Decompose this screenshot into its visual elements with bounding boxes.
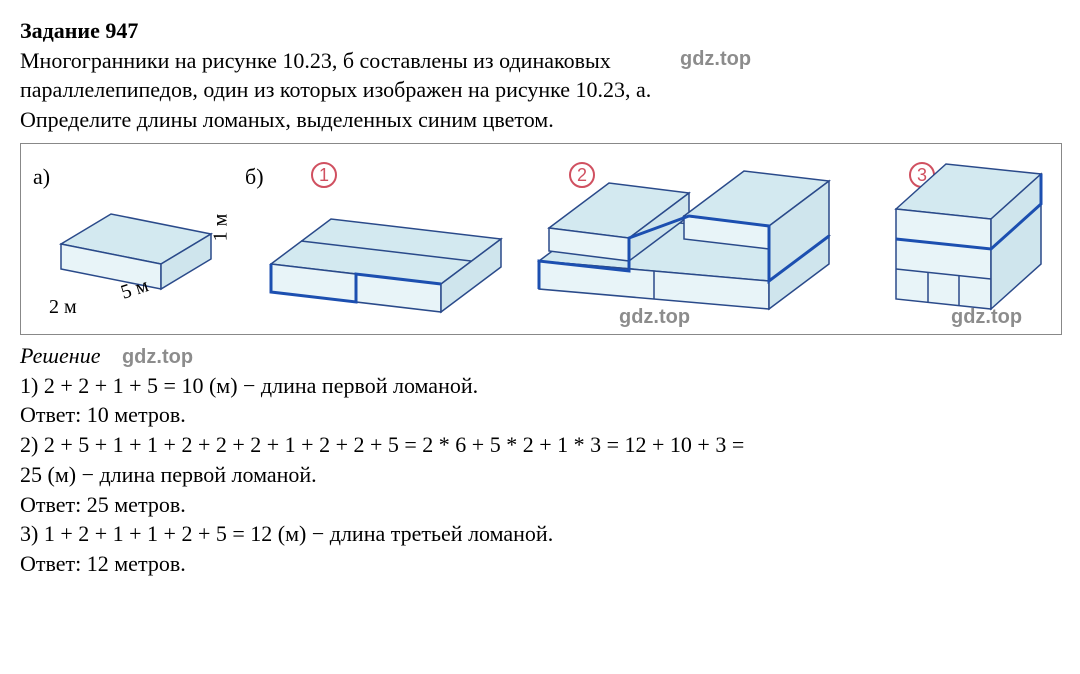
heading: Задание 947: [20, 16, 1060, 46]
sol-2b: 25 (м) − длина первой ломаной.: [20, 460, 1060, 490]
watermark-fig1: gdz.top: [619, 304, 690, 331]
ans-2: Ответ: 25 метров.: [20, 490, 1060, 520]
figure-container: а) б) 1 2 3 2 м 5 м 1 м: [20, 143, 1062, 335]
shape-b3: [881, 154, 1056, 329]
watermark-top: gdz.top: [680, 46, 751, 73]
shape-b1: [251, 194, 511, 324]
label-b: б): [245, 162, 264, 192]
circle-1: 1: [311, 162, 337, 188]
shape-b2: [519, 166, 859, 326]
problem-line-1: Многогранники на рисунке 10.23, б состав…: [20, 48, 611, 73]
watermark-solution: gdz.top: [122, 346, 193, 368]
ans-3: Ответ: 12 метров.: [20, 549, 1060, 579]
sol-3: 3) 1 + 2 + 1 + 1 + 2 + 5 = 12 (м) − длин…: [20, 519, 1060, 549]
sol-1: 1) 2 + 2 + 1 + 5 = 10 (м) − длина первой…: [20, 371, 1060, 401]
solution-heading: Решение: [20, 343, 100, 368]
dim-1m: 1 м: [207, 213, 234, 241]
ans-1: Ответ: 10 метров.: [20, 400, 1060, 430]
sol-2a: 2) 2 + 5 + 1 + 1 + 2 + 2 + 2 + 1 + 2 + 2…: [20, 430, 1060, 460]
problem-line-2: параллелепипедов, один из которых изобра…: [20, 75, 1060, 105]
problem-line-3: Определите длины ломаных, выделенных син…: [20, 105, 1060, 135]
dim-2m: 2 м: [49, 294, 77, 321]
watermark-fig2: gdz.top: [951, 304, 1022, 331]
